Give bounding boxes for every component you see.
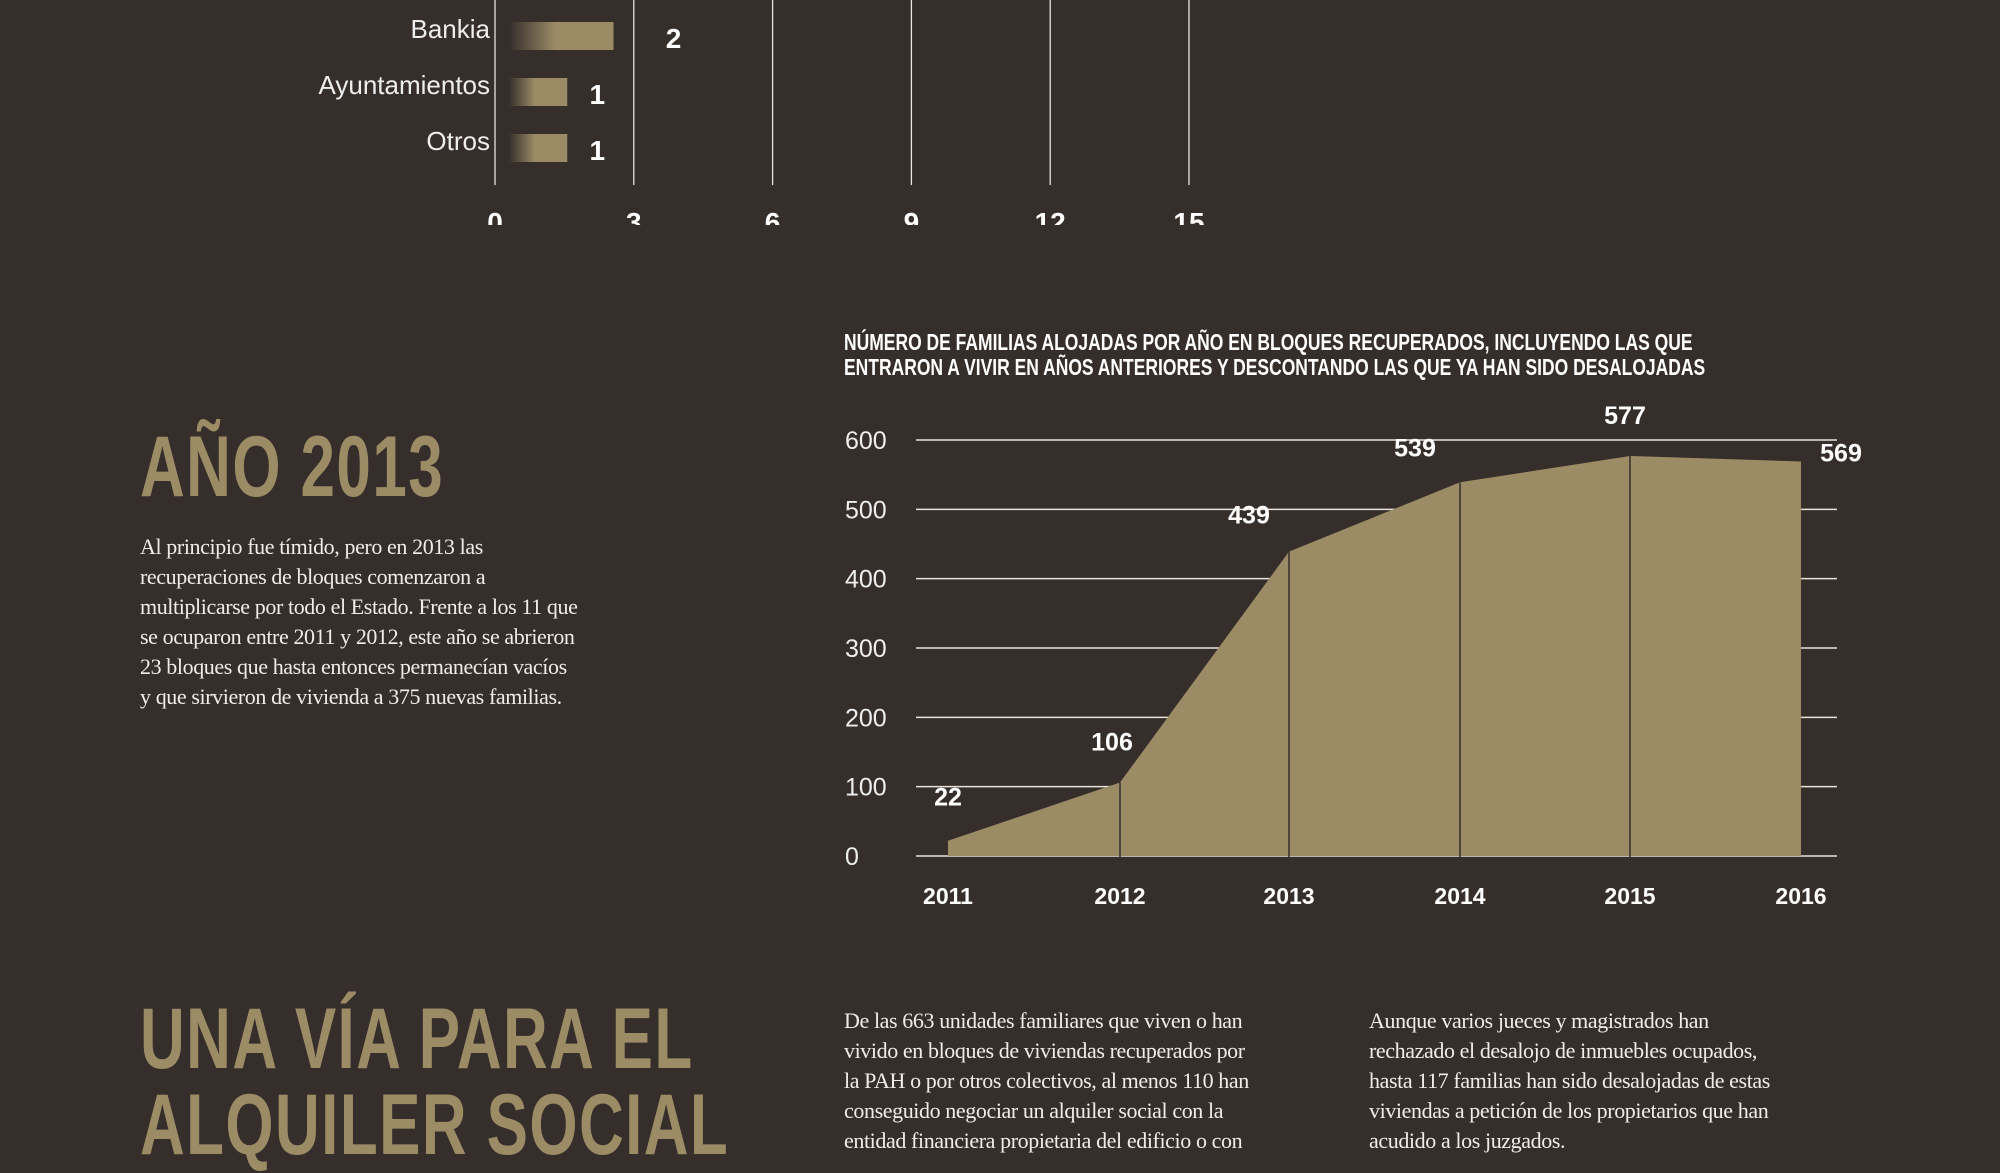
bar-otros	[509, 134, 568, 162]
bar-value-label: 1	[589, 135, 605, 166]
bar-tick-label: 6	[765, 207, 781, 225]
bar-value-label: 2	[666, 23, 682, 54]
paragraph-line: entidad financiera propietaria del edifi…	[844, 1128, 1243, 1153]
data-label-2016: 569	[1820, 439, 1862, 467]
bar-tick-label: 3	[626, 207, 642, 225]
y-tick-label: 600	[845, 427, 887, 455]
paragraph-line: recuperaciones de bloques comenzaron a	[140, 564, 486, 589]
bar-value-label: 1	[589, 79, 605, 110]
paragraph-line: vivido en bloques de viviendas recuperad…	[844, 1038, 1245, 1063]
y-tick-label: 300	[845, 635, 887, 663]
paragraph-line: 23 bloques que hasta entonces permanecía…	[140, 654, 567, 679]
bar-tick-label: 15	[1173, 207, 1204, 225]
bar-ayuntamientos	[509, 78, 568, 106]
paragraph-line: la PAH o por otros colectivos, al menos …	[844, 1068, 1249, 1093]
data-label-2014: 539	[1394, 434, 1436, 462]
alquiler-column-2: Aunque varios jueces y magistrados han r…	[1369, 1006, 1889, 1156]
x-tick-label: 2014	[1434, 883, 1485, 909]
data-label-2012: 106	[1091, 729, 1133, 757]
bar-tick-label: 9	[904, 207, 920, 225]
data-label-2011: 22	[934, 784, 962, 812]
paragraph-line: se ocuparon entre 2011 y 2012, este año …	[140, 624, 575, 649]
bar-bankia	[509, 22, 614, 50]
paragraph-line: multiplicarse por todo el Estado. Frente…	[140, 594, 578, 619]
y-tick-label: 0	[845, 843, 859, 871]
paragraph-line: viviendas a petición de los propietarios…	[1369, 1098, 1769, 1123]
paragraph-line: Aunque varios jueces y magistrados han	[1369, 1008, 1709, 1033]
x-tick-label: 2013	[1263, 883, 1314, 909]
y-tick-label: 400	[845, 566, 887, 594]
bar-label-bankia: Bankia	[410, 14, 491, 44]
bar-label-ayuntamientos: Ayuntamientos	[318, 70, 490, 100]
section-heading-alquiler: UNA VÍA PARA EL ALQUILER SOCIAL	[140, 996, 958, 1168]
title-line: NÚMERO DE FAMILIAS ALOJADAS POR AÑO EN B…	[844, 329, 1693, 355]
paragraph-line: conseguido negociar un alquiler social c…	[844, 1098, 1224, 1123]
bar-label-otros: Otros	[426, 126, 490, 156]
data-label-2015: 577	[1604, 402, 1646, 430]
x-tick-label: 2015	[1604, 883, 1655, 909]
section-2013-paragraph: Al principio fue tímido, pero en 2013 la…	[140, 532, 700, 712]
area-chart-title: NÚMERO DE FAMILIAS ALOJADAS POR AÑO EN B…	[844, 330, 1977, 380]
bar-tick-label: 0	[487, 207, 503, 225]
section-heading-2013: AÑO 2013	[140, 418, 562, 517]
alquiler-column-1: De las 663 unidades familiares que viven…	[844, 1006, 1344, 1156]
x-tick-label: 2011	[923, 883, 973, 909]
bar-tick-label: 12	[1035, 207, 1066, 225]
y-tick-label: 100	[845, 774, 887, 802]
paragraph-line: hasta 117 familias han sido desalojadas …	[1369, 1068, 1770, 1093]
x-tick-label: 2016	[1775, 883, 1826, 909]
area-series	[948, 455, 1801, 856]
paragraph-line: y que sirvieron de vivienda a 375 nuevas…	[140, 684, 562, 709]
paragraph-line: acudido a los juzgados.	[1369, 1128, 1566, 1153]
owners-bar-chart-svg: 0 3 6 9 12 15 2 1 1	[487, 0, 1205, 225]
paragraph-line: Al principio fue tímido, pero en 2013 la…	[140, 534, 483, 559]
heading-line: ALQUILER SOCIAL	[140, 1077, 730, 1173]
x-tick-label: 2012	[1094, 883, 1145, 909]
y-tick-label: 500	[845, 496, 887, 524]
paragraph-line: rechazado el desalojo de inmuebles ocupa…	[1369, 1038, 1758, 1063]
heading-line: UNA VÍA PARA EL	[140, 991, 694, 1087]
title-line: ENTRARON A VIVIR EN AÑOS ANTERIORES Y DE…	[844, 354, 1706, 380]
data-label-2013: 439	[1228, 502, 1270, 530]
families-area-chart: 0 100 200 300 400 500 600 22 2011 106 2012 439 2013 5…	[845, 402, 1862, 909]
paragraph-line: De las 663 unidades familiares que viven…	[844, 1008, 1243, 1033]
y-tick-label: 200	[845, 704, 887, 732]
heading-text: AÑO 2013	[140, 419, 445, 515]
